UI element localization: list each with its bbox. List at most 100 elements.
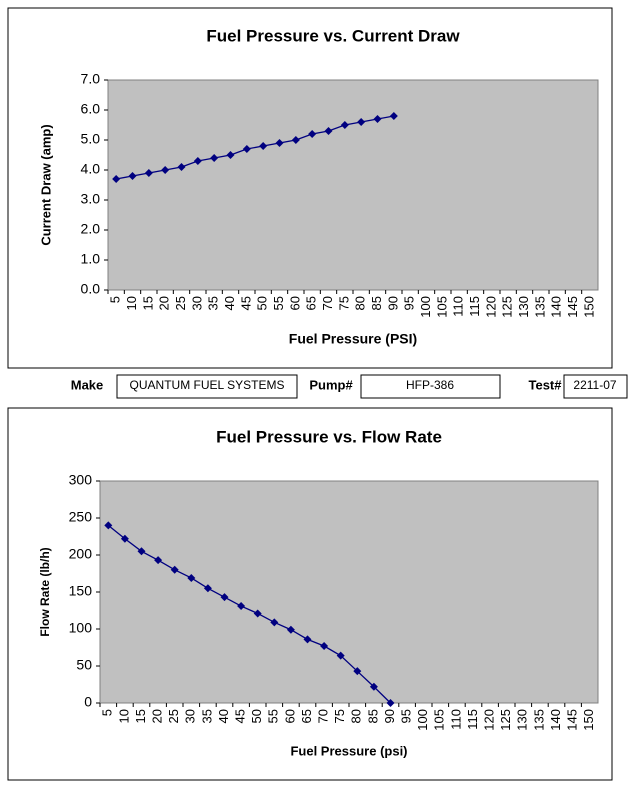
data-point	[242, 145, 251, 153]
data-point	[154, 556, 163, 565]
form-label: Pump#	[309, 377, 353, 392]
x-tick-label: 30	[189, 296, 204, 310]
form-value: 2211-07	[573, 378, 616, 392]
data-point	[128, 172, 137, 180]
x-tick-label: 20	[157, 296, 172, 310]
x-tick-label: 5	[100, 709, 115, 716]
x-tick-label: 80	[349, 709, 364, 723]
data-point	[170, 565, 179, 574]
y-tick-label: 3.0	[81, 191, 101, 207]
x-tick-label: 20	[150, 709, 165, 723]
x-tick-label: 55	[271, 296, 286, 310]
data-point	[259, 142, 268, 150]
x-tick-label: 115	[467, 296, 482, 317]
chart-title: Fuel Pressure vs. Flow Rate	[216, 427, 442, 446]
x-tick-label: 65	[304, 296, 319, 310]
x-tick-label: 25	[173, 296, 188, 310]
data-point	[237, 602, 246, 611]
x-tick-label: 80	[353, 296, 368, 310]
y-tick-label: 50	[76, 657, 92, 673]
y-axis-title: Current Draw (amp)	[38, 124, 53, 245]
data-point	[210, 154, 219, 162]
x-tick-label: 130	[516, 296, 531, 318]
y-tick-label: 100	[69, 620, 93, 636]
x-tick-label: 105	[432, 709, 447, 731]
x-axis-title: Fuel Pressure (psi)	[290, 743, 407, 758]
x-tick-label: 125	[500, 296, 515, 318]
data-point	[144, 169, 153, 177]
data-point	[324, 127, 333, 135]
x-tick-label: 135	[532, 296, 547, 318]
data-point	[340, 121, 349, 129]
y-tick-label: 1.0	[81, 251, 101, 267]
y-tick-label: 5.0	[81, 131, 101, 147]
data-point	[303, 635, 312, 644]
x-tick-label: 110	[451, 296, 466, 317]
x-tick-label: 140	[549, 296, 564, 318]
y-tick-label: 200	[69, 546, 93, 562]
x-tick-label: 15	[140, 296, 155, 310]
x-tick-label: 45	[233, 709, 248, 723]
x-tick-label: 75	[332, 709, 347, 723]
data-point	[369, 682, 378, 691]
form-value: HFP-386	[406, 378, 454, 392]
y-axis-title: Flow Rate (lb/h)	[38, 547, 52, 636]
x-tick-label: 120	[483, 296, 498, 318]
data-point	[386, 699, 395, 707]
x-tick-label: 40	[216, 709, 231, 723]
x-tick-label: 85	[365, 709, 380, 723]
x-tick-label: 70	[320, 296, 335, 310]
x-tick-label: 70	[316, 709, 331, 723]
y-tick-label: 150	[69, 583, 93, 599]
data-point	[320, 642, 329, 651]
plot-area	[99, 480, 599, 704]
series-line	[107, 524, 391, 704]
data-point	[137, 547, 146, 556]
x-tick-label: 35	[199, 709, 214, 723]
data-point	[308, 130, 317, 138]
y-tick-label: 0.0	[81, 281, 101, 297]
chart-title: Fuel Pressure vs. Current Draw	[206, 26, 460, 45]
data-point	[336, 651, 345, 660]
x-tick-label: 150	[581, 709, 596, 731]
x-tick-label: 130	[515, 709, 530, 731]
y-tick-label: 2.0	[81, 221, 101, 237]
data-point	[275, 139, 284, 147]
x-tick-label: 55	[266, 709, 281, 723]
x-tick-label: 150	[581, 296, 596, 318]
x-tick-label: 75	[336, 296, 351, 310]
x-tick-label: 25	[166, 709, 181, 723]
x-tick-label: 40	[222, 296, 237, 310]
data-point	[187, 573, 196, 582]
data-point	[253, 609, 262, 618]
x-tick-label: 35	[206, 296, 221, 310]
x-tick-label: 60	[287, 296, 302, 310]
x-tick-label: 145	[565, 296, 580, 318]
x-tick-label: 45	[238, 296, 253, 310]
x-tick-label: 15	[133, 709, 148, 723]
form-value: QUANTUM FUEL SYSTEMS	[130, 378, 285, 392]
x-tick-label: 120	[482, 709, 497, 731]
form-label: Test#	[529, 377, 563, 392]
x-tick-label: 95	[402, 296, 417, 310]
data-point	[353, 667, 362, 676]
x-tick-label: 125	[498, 709, 513, 731]
data-point	[389, 112, 398, 120]
x-tick-label: 95	[399, 709, 414, 723]
y-tick-label: 7.0	[81, 71, 101, 87]
data-point	[112, 175, 121, 183]
x-tick-label: 85	[369, 296, 384, 310]
data-point	[177, 163, 186, 171]
x-tick-label: 65	[299, 709, 314, 723]
x-tick-label: 100	[418, 296, 433, 318]
x-tick-label: 50	[249, 709, 264, 723]
data-point	[220, 593, 229, 602]
x-tick-label: 110	[448, 709, 463, 730]
y-tick-label: 4.0	[81, 161, 101, 177]
data-point	[286, 625, 295, 634]
y-tick-label: 300	[69, 472, 93, 488]
data-point	[193, 157, 202, 165]
y-tick-label: 0	[84, 694, 92, 710]
data-point	[104, 521, 113, 530]
